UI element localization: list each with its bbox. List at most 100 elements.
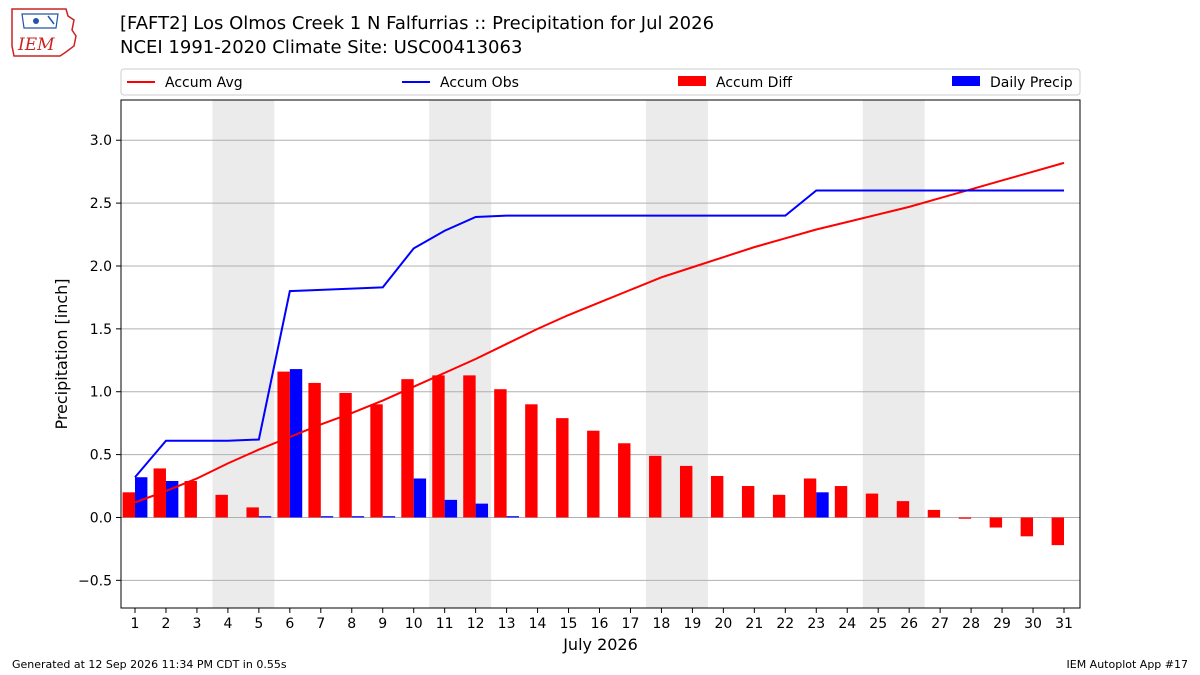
accum-diff-bar [649,455,662,518]
plot-frame [120,99,1081,609]
accum-diff-bar [834,486,848,518]
accum-diff-bar [741,486,755,518]
y-tick-label: 0.5 [90,448,112,464]
legend-label: Daily Precip [990,75,1073,91]
legend-box [120,68,1081,96]
legend-swatch [952,76,980,86]
x-tick-label: 4 [223,616,232,632]
x-tick-label: 17 [622,616,640,632]
accum-diff-bar [1020,517,1034,537]
accum-diff-bar [896,501,910,518]
x-tick-label: 7 [316,616,325,632]
accum-diff-bar [958,517,972,519]
accum-diff-bar [246,507,259,518]
x-tick-label: 21 [745,616,763,632]
x-tick-label: 8 [347,616,356,632]
legend-label: Accum Avg [165,75,243,91]
x-tick-label: 12 [467,616,485,632]
accum-diff-bar [618,443,631,518]
daily-precip-bar [258,516,272,518]
daily-precip-bar [320,516,334,518]
iem-logo: IEM [11,8,77,57]
x-tick-label: 19 [683,616,701,632]
accum-diff-bar [525,404,538,518]
x-tick-label: 25 [869,616,887,632]
accum-diff-bar [927,509,941,518]
accum-diff-bar [184,481,197,518]
x-tick-label: 5 [254,616,263,632]
accum-diff-bar [710,475,724,518]
x-tick-label: 10 [405,616,423,632]
y-tick-label: 2.0 [90,259,112,275]
x-tick-label: 24 [838,616,856,632]
x-tick-label: 18 [653,616,671,632]
daily-precip-bar [382,516,396,518]
x-tick-label: 6 [285,616,294,632]
daily-precip-bar [444,499,458,518]
y-tick-label: 0.0 [90,510,112,526]
accum-diff-bar [1051,517,1064,546]
x-tick-label: 14 [529,616,547,632]
x-tick-label: 13 [498,616,516,632]
accum-diff-bar [494,389,507,518]
x-tick-label: 28 [962,616,980,632]
accum-diff-bar [432,375,445,518]
weekend-band [429,100,492,608]
weekend-band [212,100,275,608]
accum-diff-bar [215,494,228,518]
weekend-band [862,100,925,608]
x-tick-label: 20 [714,616,732,632]
daily-precip-bar [475,503,489,518]
daily-precip-bar [506,516,519,518]
chart-subtitle: NCEI 1991-2020 Climate Site: USC00413063 [120,37,523,58]
x-tick-label: 29 [993,616,1011,632]
accum-diff-bar [308,382,321,518]
accum-diff-bar [587,430,600,518]
x-tick-label: 3 [192,616,201,632]
accum-diff-bar [122,492,135,518]
x-tick-label: 30 [1024,616,1042,632]
accum-diff-bar [803,478,817,518]
x-tick-label: 1 [131,616,140,632]
x-axis-label: July 2026 [562,635,638,654]
x-tick-label: 22 [776,616,794,632]
accum-diff-bar [989,517,1003,528]
daily-precip-bar [816,492,829,518]
x-tick-label: 31 [1055,616,1073,632]
accum-diff-bar [680,465,693,518]
x-tick-label: 2 [162,616,171,632]
accum-obs-line [134,189,1064,478]
legend-swatch [678,76,706,86]
x-tick-label: 9 [378,616,387,632]
x-tick-label: 15 [560,616,578,632]
x-tick-label: 26 [900,616,918,632]
accum-diff-bar [772,494,786,518]
accum-avg-line [134,161,1065,504]
daily-precip-bar [289,369,303,518]
daily-precip-bar [351,516,365,518]
x-tick-label: 16 [591,616,609,632]
legend-label: Accum Diff [716,75,792,91]
x-tick-label: 27 [931,616,949,632]
accum-diff-bar [865,493,879,518]
y-tick-label: 3.0 [90,133,112,149]
y-tick-label: 1.0 [90,385,112,401]
accum-diff-bar [556,418,569,518]
chart-title: [FAFT2] Los Olmos Creek 1 N Falfurrias :… [120,13,715,34]
chart-title-block: [FAFT2] Los Olmos Creek 1 N Falfurrias :… [120,12,714,60]
daily-precip-bar [135,477,148,518]
x-tick-label: 23 [807,616,825,632]
daily-precip-bar [413,478,427,518]
accum-diff-bar [277,371,290,518]
y-tick-label: −0.5 [78,573,112,589]
weekend-band [645,100,708,608]
logo-text: IEM [17,35,55,55]
x-tick-label: 11 [436,616,454,632]
y-tick-label: 1.5 [90,322,112,338]
legend-label: Accum Obs [440,75,519,91]
accum-diff-bar [370,404,383,518]
footer-app: IEM Autoplot App #17 [1066,658,1189,671]
accum-diff-bar [339,392,352,518]
accum-diff-bar [401,379,414,518]
